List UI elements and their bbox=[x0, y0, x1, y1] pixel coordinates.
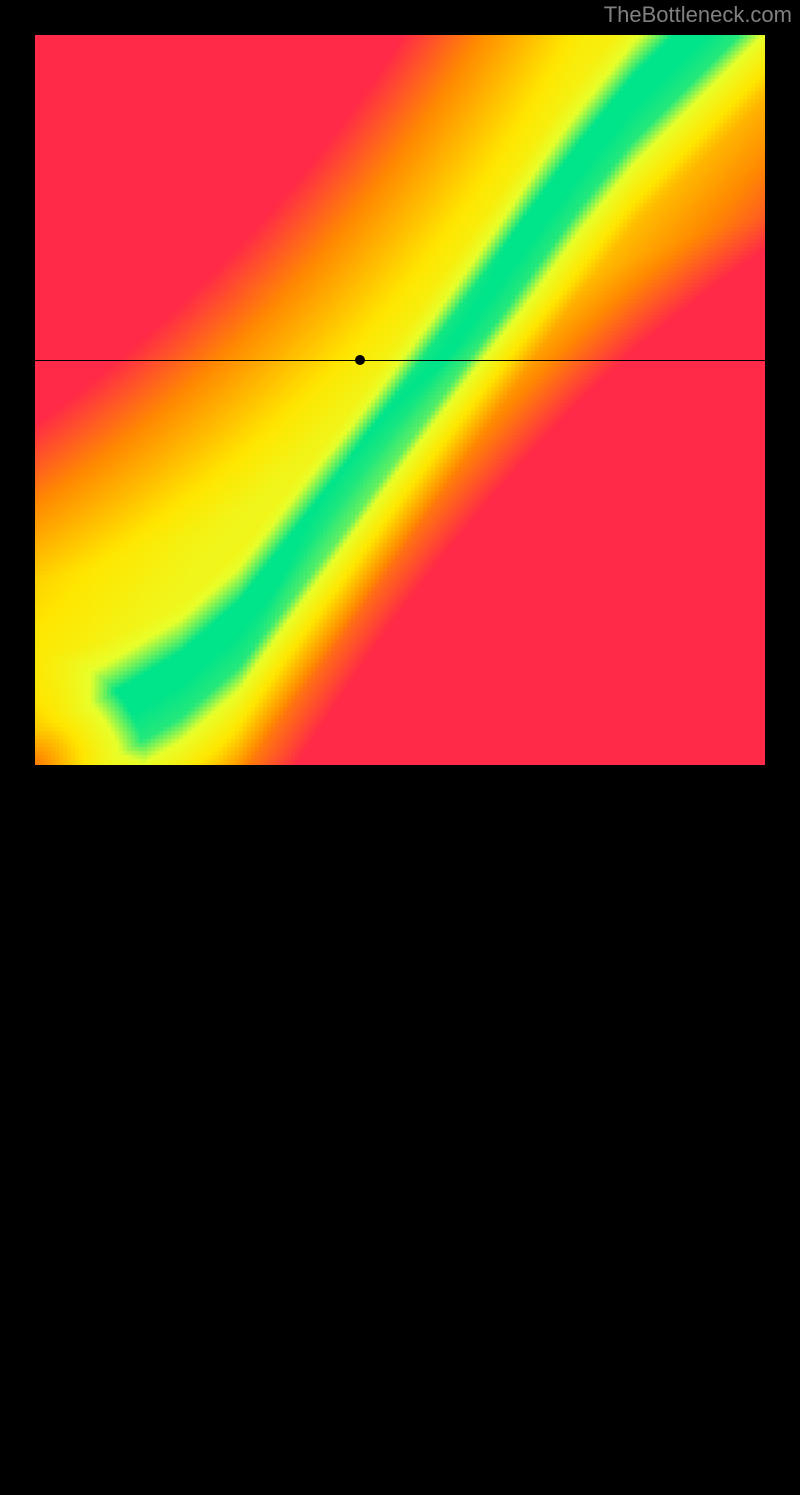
watermark-text: TheBottleneck.com bbox=[604, 2, 792, 28]
crosshair-marker bbox=[355, 355, 365, 365]
crosshair-horizontal bbox=[35, 360, 765, 361]
plot-container bbox=[35, 35, 765, 765]
crosshair-vertical bbox=[360, 765, 361, 1495]
heatmap-canvas bbox=[35, 35, 765, 765]
